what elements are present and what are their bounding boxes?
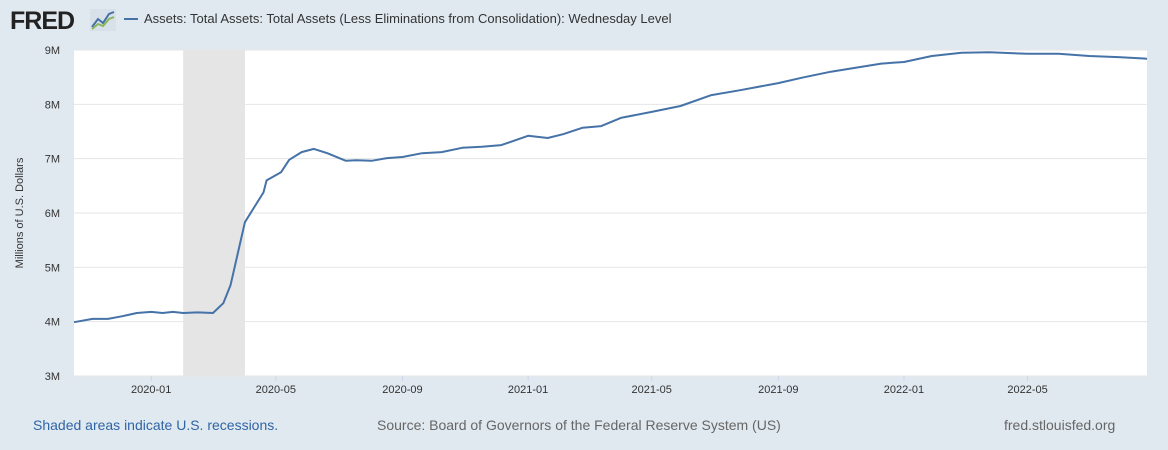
site-link[interactable]: fred.stlouisfed.org	[1004, 417, 1116, 433]
fred-chart-logo-icon	[90, 9, 116, 31]
source-text: Source: Board of Governors of the Federa…	[377, 417, 781, 433]
y-tick-label: 8M	[45, 99, 60, 111]
x-tick-label: 2022-05	[1007, 384, 1047, 396]
y-tick-label: 5M	[45, 262, 60, 274]
x-tick-label: 2021-09	[758, 384, 798, 396]
chart-legend: Assets: Total Assets: Total Assets (Less…	[124, 11, 671, 26]
fred-logo[interactable]: FRED	[10, 7, 75, 36]
x-tick-label: 2021-05	[632, 384, 672, 396]
recession-note-link[interactable]: Shaded areas indicate U.S. recessions.	[33, 417, 279, 433]
y-tick-label: 3M	[45, 371, 60, 383]
line-chart: 3M 4M 5M 6M 7M 8M 9M 2020-01 2020-05 2020-09 2021-…	[14, 45, 1148, 396]
logo-text: FRED	[10, 7, 75, 35]
y-tick-label: 7M	[45, 154, 60, 166]
legend-label: Assets: Total Assets: Total Assets (Less…	[144, 11, 672, 26]
x-tick-label: 2020-05	[256, 384, 296, 396]
y-axis-label: Millions of U.S. Dollars	[14, 157, 26, 268]
legend-swatch	[124, 17, 138, 20]
y-tick-label: 6M	[45, 208, 60, 220]
x-tick-label: 2020-09	[382, 384, 422, 396]
y-tick-label: 9M	[45, 45, 60, 57]
series-line	[73, 51, 1148, 324]
x-tick-label: 2021-01	[508, 384, 548, 396]
x-tick-label: 2022-01	[884, 384, 924, 396]
x-tick-label: 2020-01	[131, 384, 171, 396]
y-tick-label: 4M	[45, 317, 60, 329]
